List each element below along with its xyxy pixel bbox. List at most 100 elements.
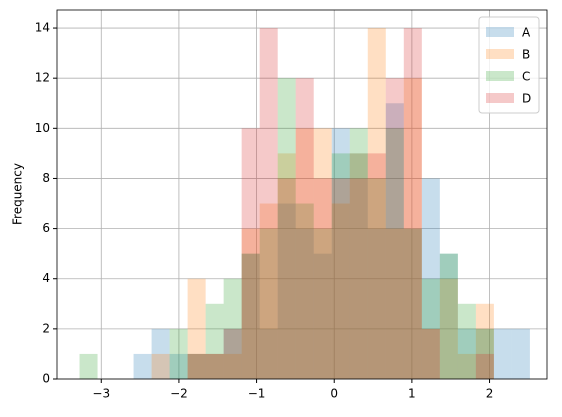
bar [421,328,440,379]
bar [439,253,458,379]
bars [79,28,530,379]
bar [295,203,314,379]
bar [295,128,314,379]
bar [439,253,458,379]
bar [385,228,404,379]
legend-box [478,16,540,114]
bar [205,303,224,379]
bar [367,178,386,379]
bar [349,128,368,379]
y-axis-label: Frequency [11,163,25,225]
bar [241,253,260,379]
bar [241,128,260,379]
bar [295,78,314,379]
bar [457,303,476,379]
bar [457,328,476,379]
bar [187,353,206,379]
y-tick-label: 0 [42,372,50,386]
bar [403,28,422,379]
bar [403,228,422,379]
bar [475,303,494,379]
bar [295,228,314,379]
bar [151,353,170,379]
bar [331,128,350,379]
bar [187,278,206,379]
x-tick-label: −2 [170,387,188,401]
bar [403,228,422,379]
legend-label: B [522,48,530,62]
bar [313,228,332,379]
bar [457,353,476,379]
bar [277,78,296,379]
bar [223,328,242,379]
bar [349,178,368,379]
bar [223,278,242,379]
bar [277,178,296,379]
legend-swatch [486,93,514,103]
bar [349,153,368,379]
y-tick-label: 2 [42,321,50,335]
bar [79,353,98,379]
legend-label: C [522,70,530,84]
bar [277,203,296,379]
y-tick-label: 4 [42,271,50,285]
legend-swatch [486,71,514,81]
plot-frame [56,9,548,380]
bar [439,278,458,379]
bar [421,328,440,379]
bar [385,103,404,379]
x-tick-label: −3 [92,387,110,401]
bar [187,353,206,379]
bar [367,28,386,379]
bar [313,253,332,379]
bar [367,153,386,379]
legend-swatch [486,49,514,59]
bar [205,353,224,379]
bar [367,228,386,379]
bar [313,128,332,379]
legend-label: D [522,92,531,106]
legend-swatch [486,27,514,37]
bar [331,178,350,379]
bar [169,353,188,379]
bar [151,328,170,379]
bar [349,153,368,379]
bar [331,153,350,379]
y-tick-label: 12 [35,71,50,85]
x-tick-label: 1 [408,387,416,401]
bar [421,178,440,379]
y-tick-label: 10 [35,121,50,135]
bar [259,228,278,379]
bar [403,78,422,379]
x-tick-label: −1 [248,387,266,401]
bar [385,78,404,379]
bar [313,178,332,379]
bar [421,278,440,379]
bar [133,353,152,379]
y-tick-label: 6 [42,221,50,235]
bar [205,353,224,379]
bar [169,328,188,379]
bar [223,353,242,379]
legend-label: A [522,26,531,40]
bar [493,328,512,379]
bar [475,353,494,379]
x-tick-label: 2 [486,387,494,401]
bar [259,328,278,379]
bar [205,353,224,379]
bar [187,353,206,379]
bar [241,253,260,379]
bar [475,328,494,379]
bar [331,203,350,379]
bar [475,328,494,379]
bar [385,128,404,379]
y-tick-label: 8 [42,171,50,185]
bar [241,228,260,379]
bar [259,28,278,379]
bar [259,203,278,379]
bar [223,328,242,379]
y-tick-label: 14 [35,21,50,35]
x-tick-label: 0 [330,387,338,401]
